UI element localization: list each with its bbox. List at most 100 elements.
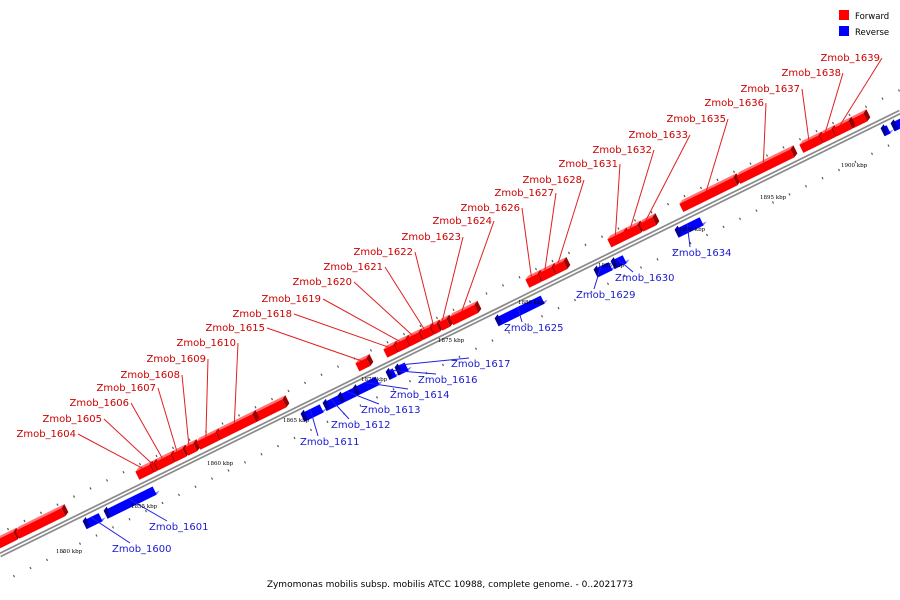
lower-tick xyxy=(837,168,841,172)
gene-end-face xyxy=(790,145,798,158)
upper-tick xyxy=(683,194,686,198)
gene-label: Zmob_1614 xyxy=(390,390,450,401)
gene-front-face xyxy=(196,432,220,450)
upper-tick xyxy=(534,267,538,271)
gene-top-face xyxy=(623,220,641,232)
upper-tick xyxy=(23,519,26,523)
upper-tick xyxy=(89,487,92,490)
leader-Zmob_1601 xyxy=(127,498,168,522)
gene-top-face xyxy=(15,504,65,531)
gene-label: Zmob_1609 xyxy=(146,354,206,365)
upper-tick xyxy=(650,211,653,214)
kbp-label: 1865 kbp xyxy=(283,418,310,424)
gene-label: Zmob_1611 xyxy=(300,437,360,448)
lower-tick xyxy=(95,534,98,537)
lower-tick xyxy=(722,225,725,229)
gene-top-face xyxy=(525,269,541,280)
gene-front-face xyxy=(103,486,157,519)
kbp-label: 1850 kbp xyxy=(56,549,83,555)
label-leader-lines xyxy=(77,57,883,544)
leader-Zmob_1606 xyxy=(130,402,163,459)
upper-tick xyxy=(287,389,290,393)
lower-tick xyxy=(62,550,65,554)
gene-Zmob_1616 xyxy=(385,367,400,380)
gene-end-face xyxy=(733,173,741,186)
gene-end-face xyxy=(474,300,482,313)
upper-tick xyxy=(749,162,752,165)
upper-tick xyxy=(600,235,604,238)
leader-Zmob_1636 xyxy=(762,102,767,163)
gene-features xyxy=(0,109,900,549)
lower-tick xyxy=(309,428,313,432)
lower-tick xyxy=(441,363,445,367)
gene-top-face xyxy=(430,319,440,327)
upper-tick xyxy=(369,349,373,352)
lower-tick xyxy=(507,331,511,334)
gene-end-face xyxy=(103,506,111,519)
lower-tick xyxy=(375,396,379,399)
upper-tick xyxy=(848,113,851,117)
leader-Zmob_1611 xyxy=(309,408,319,437)
upper-tick xyxy=(56,503,59,506)
lower-tick xyxy=(623,274,626,277)
leader-Zmob_1620 xyxy=(353,281,413,336)
lower-tick xyxy=(656,258,659,261)
gene-label: Zmob_1618 xyxy=(232,309,292,320)
gene-end-face xyxy=(300,409,308,422)
lower-tick xyxy=(78,542,82,545)
gene-end-face xyxy=(252,410,260,423)
gene-label: Zmob_1619 xyxy=(261,294,321,305)
gene-end-face xyxy=(563,256,571,270)
gene-label: Zmob_1633 xyxy=(628,130,688,141)
gene-top-face xyxy=(154,450,174,463)
leader-Zmob_1628 xyxy=(557,179,585,264)
upper-tick xyxy=(237,414,241,417)
gene-end-face xyxy=(82,517,90,530)
upper-tick xyxy=(864,105,868,109)
lower-tick xyxy=(144,509,148,513)
legend: Forward Reverse xyxy=(839,10,889,38)
kbp-label: 1875 kbp xyxy=(438,338,465,344)
lower-tick xyxy=(161,501,164,505)
gene-label: Zmob_1627 xyxy=(494,188,554,199)
upper-tick xyxy=(765,154,769,157)
gene-end-face xyxy=(282,395,290,408)
gene-top-face xyxy=(184,439,197,448)
gene-top-face xyxy=(679,173,737,204)
gene-label: Zmob_1607 xyxy=(96,383,156,394)
upper-tick xyxy=(6,527,10,531)
gene-front-face xyxy=(430,323,441,335)
lower-tick xyxy=(276,444,280,448)
gene-end-face xyxy=(880,124,888,137)
gene-top-face xyxy=(849,109,867,121)
gene-front-face xyxy=(216,414,257,440)
leader-Zmob_1605 xyxy=(103,418,153,464)
lower-tick xyxy=(326,420,329,424)
upper-tick xyxy=(831,121,835,125)
upper-tick xyxy=(138,462,142,466)
gene-top-face xyxy=(736,145,794,176)
gene-front-face xyxy=(799,135,823,153)
leader-Zmob_1613 xyxy=(345,390,380,405)
gene-front-face xyxy=(607,231,628,248)
upper-tick xyxy=(567,251,571,255)
gene-label: Zmob_1626 xyxy=(460,203,520,214)
gene-front-face xyxy=(150,462,158,473)
lower-tick xyxy=(260,453,263,456)
gene-end-face xyxy=(366,353,374,367)
gene-Zmob_1635 xyxy=(679,173,741,212)
gene-label: Zmob_1600 xyxy=(112,544,172,555)
gene-Zmob_1628 xyxy=(552,256,571,275)
gene-end-face xyxy=(394,363,402,376)
gene-end-face xyxy=(446,314,454,327)
upper-tick xyxy=(105,479,109,482)
lower-tick xyxy=(887,144,890,147)
lower-tick xyxy=(524,323,527,326)
gene-top-face xyxy=(819,125,835,135)
gene-front-face xyxy=(15,508,66,539)
upper-tick xyxy=(402,332,406,336)
lower-tick xyxy=(111,526,115,529)
gene-top-face xyxy=(135,460,153,472)
leader-Zmob_1634 xyxy=(686,223,691,248)
gene-end-face xyxy=(322,398,330,411)
